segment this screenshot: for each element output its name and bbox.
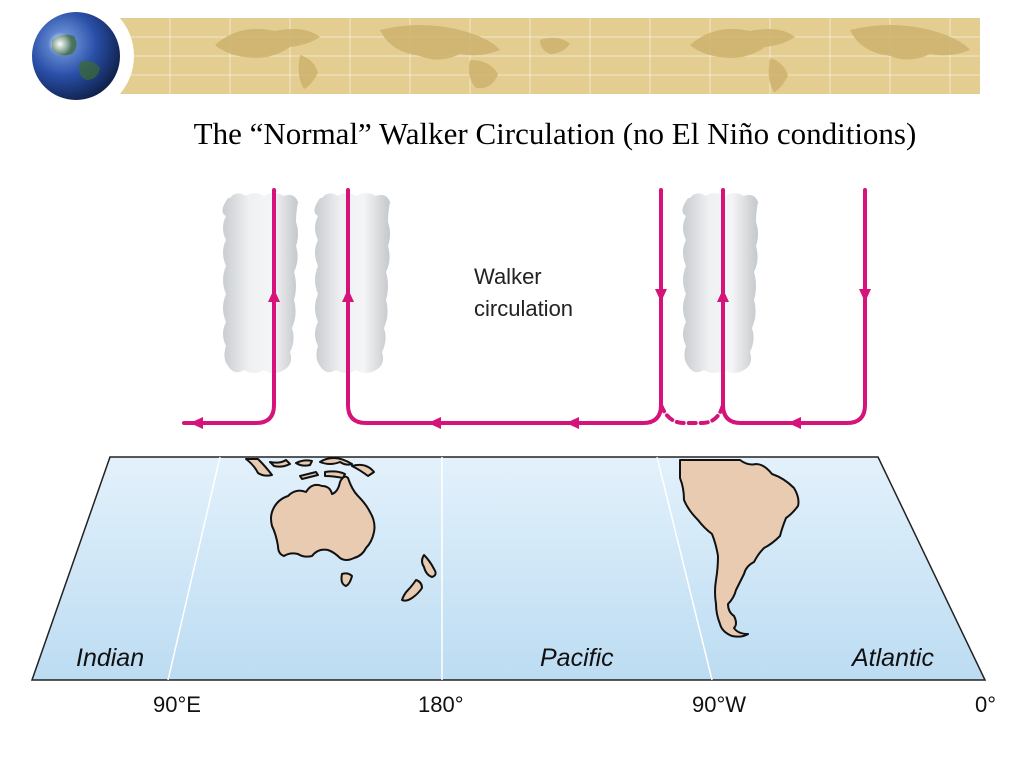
- longitude-label-180: 180°: [418, 692, 464, 717]
- slide-title: The “Normal” Walker Circulation (no El N…: [193, 116, 917, 151]
- arrowhead-down: [859, 289, 871, 302]
- circulation-loop-central: [346, 188, 663, 425]
- land-masses: [245, 457, 800, 638]
- new-zealand: [401, 554, 437, 602]
- arrowhead-up: [717, 289, 729, 302]
- cloud-column-3: [682, 193, 758, 373]
- circulation-dashed-link: [659, 403, 725, 425]
- arrowhead-up: [268, 289, 280, 302]
- longitude-label-90w: 90°W: [692, 692, 746, 717]
- ocean-label-pacific: Pacific: [540, 644, 614, 672]
- arrowhead-left: [566, 417, 579, 429]
- meridian-90e: [167, 456, 221, 681]
- meridian-90w: [656, 456, 713, 681]
- cloud-column-1: [222, 193, 298, 373]
- arrowhead-left: [788, 417, 801, 429]
- walker-label-line2: circulation: [474, 296, 573, 321]
- cloud-column-2: [314, 193, 390, 373]
- circulation-loop-west: [182, 188, 276, 425]
- arrowhead-left: [428, 417, 441, 429]
- walker-label-line1: Walker: [474, 264, 542, 289]
- longitude-label-0: 0°: [975, 692, 996, 717]
- convection-clouds: [222, 193, 758, 373]
- arrowhead-up: [342, 289, 354, 302]
- ocean-label-atlantic: Atlantic: [850, 644, 934, 672]
- arrowhead-left: [190, 417, 203, 429]
- globe-icon: [18, 0, 134, 110]
- arrowhead-down: [655, 289, 667, 302]
- ocean-map: [30, 456, 987, 681]
- flow-arrowheads: [190, 289, 871, 429]
- indonesia-islands: [245, 457, 375, 480]
- longitude-label-90e: 90°E: [153, 692, 201, 717]
- tasmania: [340, 572, 353, 587]
- header-banner: [18, 0, 980, 110]
- world-map-banner: [110, 18, 980, 94]
- ocean-label-indian: Indian: [76, 644, 144, 672]
- south-america: [679, 459, 800, 638]
- australia: [270, 475, 376, 561]
